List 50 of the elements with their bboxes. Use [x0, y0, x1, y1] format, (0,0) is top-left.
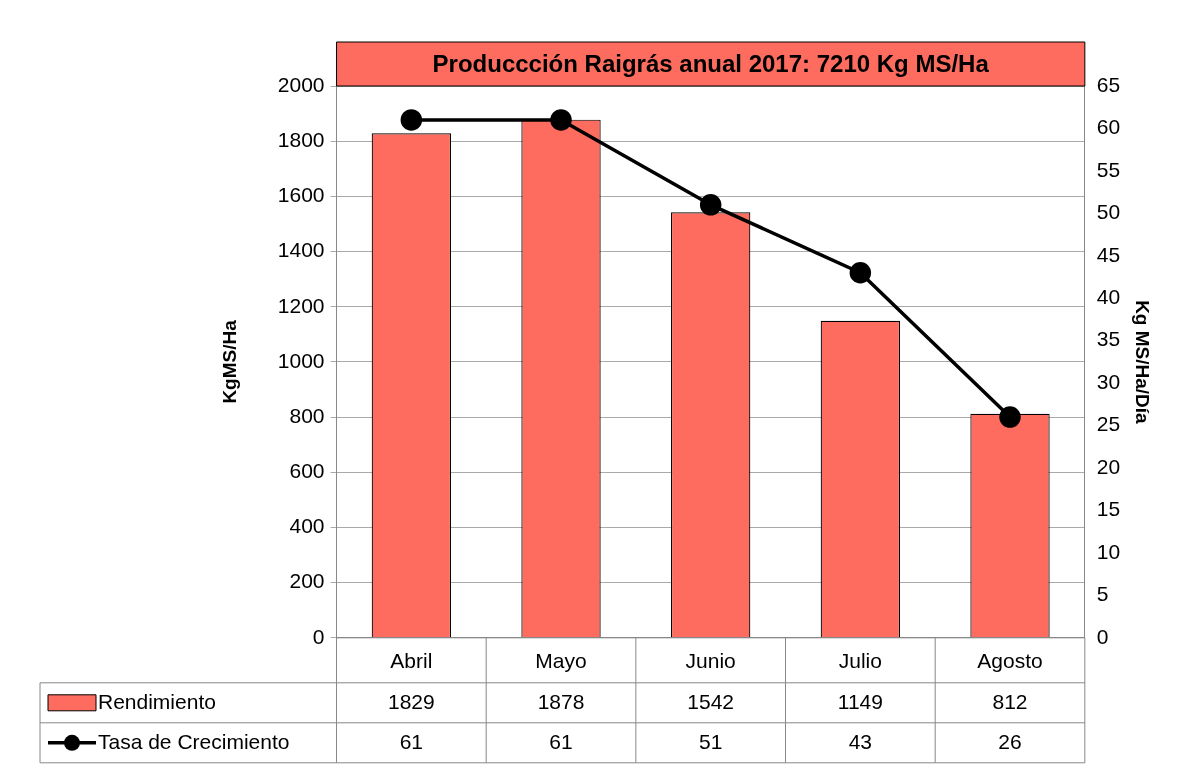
y-tick-label: 800 [289, 403, 325, 427]
data-label: 26 [998, 729, 1022, 753]
y-axis-title: KgMS/Ha [218, 319, 240, 404]
y-tick-label: 1600 [277, 183, 325, 207]
y2-tick-label: 45 [1096, 242, 1121, 266]
legend-label: Tasa de Crecimiento [98, 729, 290, 753]
y2-tick-label: 40 [1096, 285, 1121, 309]
point [849, 262, 872, 284]
y-tick-label: 400 [289, 514, 325, 538]
y2-axis-title: Kg MS/Ha/Día [1132, 300, 1154, 425]
legend-label: Rendimiento [98, 689, 216, 713]
data-label: 812 [992, 689, 1028, 713]
chart-title: Produccción Raigrás anual 2017: 7210 Kg MS/Ha [432, 49, 990, 77]
y2-tick-label: 10 [1096, 539, 1121, 563]
y2-tick-label: 5 [1096, 582, 1109, 606]
y-tick-label: 1000 [277, 348, 325, 372]
y2-tick-label: 20 [1096, 454, 1121, 478]
y-tick-label: 0 [312, 624, 325, 648]
y-tick-label: 1800 [277, 127, 325, 151]
y-tick-label: 600 [289, 459, 325, 483]
y2-tick-label: 15 [1096, 497, 1121, 521]
y2-tick-label: 0 [1096, 624, 1109, 648]
y2-tick-label: 30 [1096, 369, 1121, 393]
x-tick-label: Agosto [977, 649, 1043, 673]
x-tick-label: Julio [838, 649, 882, 673]
data-label: 61 [399, 729, 424, 753]
y2-tick-label: 65 [1096, 72, 1121, 96]
y-tick-label: 200 [289, 569, 325, 593]
y2-tick-label: 55 [1096, 157, 1121, 181]
data-label: 61 [549, 729, 573, 753]
y-tick-label: 1200 [277, 293, 325, 317]
x-tick-label: Abril [390, 649, 433, 673]
y2-tick-label: 35 [1096, 327, 1121, 351]
data-label: 1149 [837, 689, 883, 713]
data-label: 1878 [537, 689, 585, 713]
y-tick-label: 2000 [277, 72, 325, 96]
data-label: 1542 [687, 689, 735, 713]
y2-tick-label: 50 [1096, 200, 1121, 224]
x-tick-label: Mayo [535, 649, 587, 673]
data-label: 43 [848, 729, 873, 753]
x-tick-label: Junio [685, 649, 736, 673]
point [999, 406, 1021, 428]
y2-tick-label: 25 [1096, 412, 1121, 436]
data-label: 1829 [387, 689, 435, 713]
point [699, 194, 722, 216]
point [550, 109, 572, 131]
data-label: 51 [699, 729, 723, 753]
point [400, 109, 423, 131]
y-tick-label: 1400 [277, 238, 325, 262]
y2-tick-label: 60 [1096, 115, 1121, 139]
